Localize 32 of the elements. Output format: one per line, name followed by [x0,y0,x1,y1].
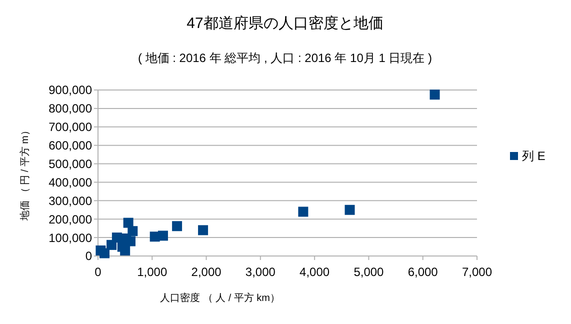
y-tick-label: 600,000 [48,138,92,153]
point [106,240,117,250]
x-axis-title: 人口密度 （ 人 / 平方 km） [160,292,280,304]
y-axis-title: 地価 （ 円 / 平方 m） [19,126,31,222]
x-tick-label: 6,000 [408,265,438,279]
x-tick-label: 5,000 [354,265,384,279]
point [198,225,208,236]
x-tick-label: 1,000 [137,265,168,279]
legend-label: 列 E [522,149,546,163]
y-tick-label: 100,000 [48,230,92,245]
y-tick-label: 200,000 [48,212,92,226]
point [298,206,308,217]
y-tick-label: 900,000 [48,83,92,98]
y-tick-label: 400,000 [48,175,92,190]
x-tick-label: 2,000 [191,265,222,279]
x-tick-label: 0 [94,265,102,279]
chart-subtitle: ( 地価 : 2016 年 総平均 , 人口 : 2016 年 10月 1 日現在 ) [138,51,432,65]
point [123,218,134,228]
y-tick-label: 800,000 [48,102,92,116]
y-tick-label: 500,000 [48,156,92,171]
y-tick-label: 300,000 [48,194,92,208]
point [430,90,440,100]
chart-title: 47都道府県の人口密度と地価 [186,15,384,32]
point [344,204,355,215]
x-tick-label: 3,000 [245,265,276,279]
point [96,245,106,256]
x-tick-label: 7,000 [462,265,492,279]
point [150,232,160,242]
point [172,221,182,232]
x-tick-label: 4,000 [300,265,330,279]
y-tick-label: 0 [85,249,92,264]
y-tick-label: 700,000 [48,120,92,134]
